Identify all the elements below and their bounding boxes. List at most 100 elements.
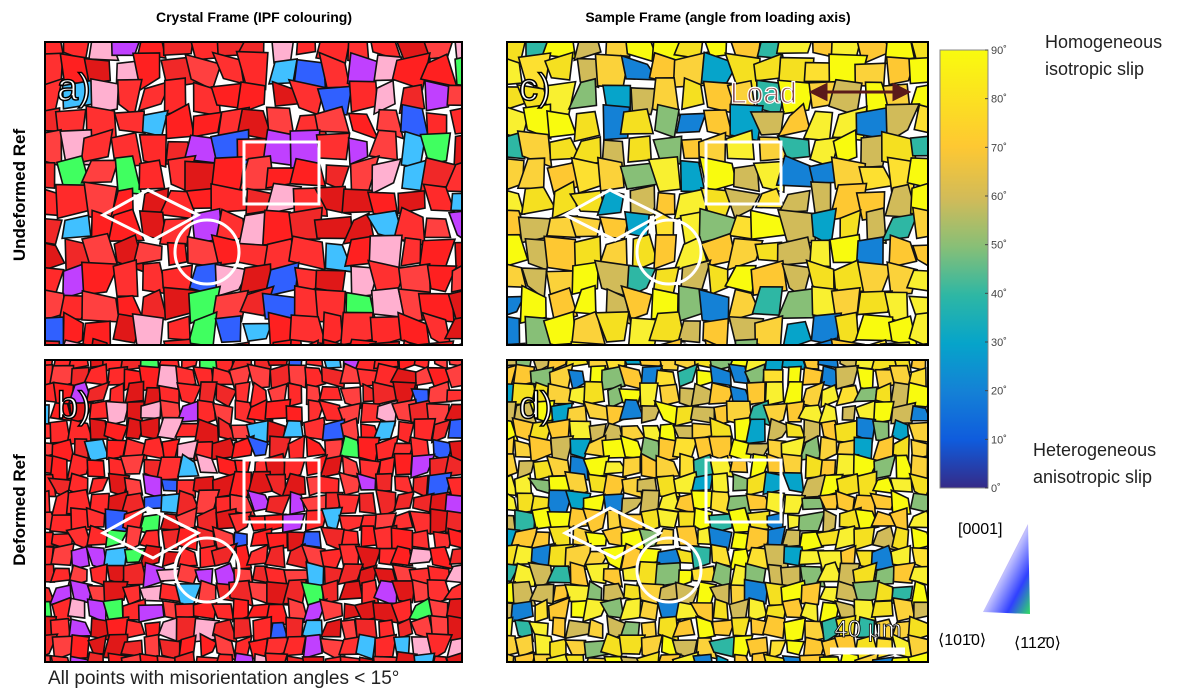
grain xyxy=(455,242,476,270)
tick-label: 20˚ xyxy=(991,386,1007,398)
grain xyxy=(730,461,747,473)
grain xyxy=(372,159,401,194)
tick-label: 90˚ xyxy=(991,45,1007,57)
ipf-label: [0001] xyxy=(958,521,1002,538)
grain xyxy=(890,478,912,492)
grain xyxy=(200,347,219,370)
grain xyxy=(535,600,548,623)
grain xyxy=(37,241,65,271)
grain xyxy=(427,113,447,135)
grain xyxy=(454,134,483,166)
note: anisotropic slip xyxy=(1033,467,1152,487)
grain xyxy=(193,112,222,137)
grain xyxy=(786,423,805,438)
grain xyxy=(283,421,303,438)
grain xyxy=(801,582,820,604)
grain xyxy=(447,390,467,401)
grain xyxy=(783,322,812,351)
grain xyxy=(376,474,392,492)
grain xyxy=(133,242,162,265)
grain xyxy=(394,454,412,475)
panels: a)b)c)d) xyxy=(29,26,946,678)
grain xyxy=(784,618,806,642)
grain xyxy=(356,634,376,659)
grain xyxy=(588,619,602,638)
grain xyxy=(159,617,178,641)
panel-label: d) xyxy=(519,385,553,427)
grain xyxy=(803,367,823,384)
micrograph xyxy=(29,26,483,376)
grain xyxy=(168,316,190,340)
grain xyxy=(317,133,350,159)
grain xyxy=(640,601,658,621)
grain xyxy=(842,406,855,420)
grain xyxy=(320,387,342,400)
grain xyxy=(515,652,535,677)
grain xyxy=(71,635,90,659)
grain xyxy=(140,418,159,440)
grain xyxy=(448,349,469,366)
grain xyxy=(455,53,480,87)
grain xyxy=(359,493,375,514)
grain xyxy=(856,315,894,341)
grain xyxy=(637,347,664,366)
tick-label: 30˚ xyxy=(991,337,1007,349)
ipf-label: ⟨112̄0⟩ xyxy=(1014,635,1061,652)
grain xyxy=(265,350,289,366)
grain xyxy=(547,111,576,137)
grain xyxy=(82,291,119,322)
grain xyxy=(496,263,526,287)
grain xyxy=(838,652,861,676)
grain xyxy=(914,602,934,619)
grain xyxy=(565,620,589,638)
grain xyxy=(621,109,654,134)
grain xyxy=(266,495,290,514)
grain xyxy=(243,324,272,342)
grain xyxy=(530,584,553,604)
grain xyxy=(450,548,472,564)
grain xyxy=(704,110,733,137)
grain xyxy=(321,619,341,637)
grain xyxy=(677,113,706,132)
grain xyxy=(872,657,894,677)
grain xyxy=(33,218,61,245)
grain xyxy=(692,474,713,491)
grain xyxy=(399,264,430,293)
grain xyxy=(33,162,54,188)
grain xyxy=(349,81,377,112)
grain xyxy=(212,604,233,620)
grain xyxy=(113,260,137,296)
panel-label: c) xyxy=(519,67,551,109)
grain xyxy=(376,490,396,517)
grain xyxy=(32,491,50,515)
grain xyxy=(907,270,939,292)
grain xyxy=(819,437,837,463)
grain xyxy=(430,547,453,569)
grain xyxy=(493,454,518,480)
grain xyxy=(493,296,524,319)
grain xyxy=(628,136,651,162)
grain xyxy=(450,105,479,134)
panel-label: a) xyxy=(57,67,91,109)
grain xyxy=(854,527,874,550)
grain xyxy=(139,160,164,189)
grain xyxy=(820,657,843,676)
grain xyxy=(565,655,584,673)
grain xyxy=(818,349,838,368)
grain xyxy=(787,640,805,655)
load-label: Load xyxy=(730,77,797,110)
grain xyxy=(574,112,599,142)
note: isotropic slip xyxy=(1045,59,1144,79)
grain xyxy=(110,383,124,403)
grain xyxy=(139,605,164,622)
grain xyxy=(215,316,240,342)
grain xyxy=(395,476,413,494)
tick-label: 50˚ xyxy=(991,240,1007,252)
grain xyxy=(889,657,909,672)
footer: All points with misorientation angles < … xyxy=(48,668,399,689)
grain xyxy=(271,27,295,63)
grain xyxy=(349,113,379,139)
grain xyxy=(716,655,729,672)
grain xyxy=(623,457,640,477)
grain xyxy=(248,364,271,388)
